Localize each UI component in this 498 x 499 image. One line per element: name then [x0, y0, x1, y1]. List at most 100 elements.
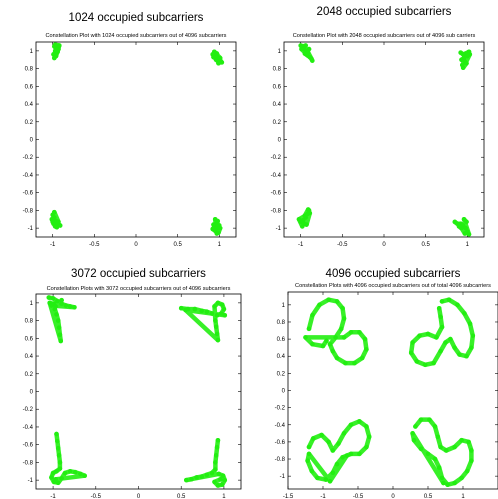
y-tick-label: -0.4	[23, 425, 34, 431]
data-point	[204, 309, 210, 315]
x-tick-label: -1	[50, 494, 56, 499]
data-point	[53, 304, 58, 309]
plot-title: Constellation Plot with 1024 occupied su…	[46, 33, 227, 39]
data-point	[344, 453, 350, 458]
data-point	[357, 329, 362, 335]
cluster-top-left	[303, 297, 369, 366]
data-point	[320, 343, 326, 349]
x-tick-label: 0	[391, 494, 395, 499]
data-point	[49, 475, 54, 480]
data-point	[310, 312, 315, 318]
data-point	[452, 480, 457, 486]
data-point	[464, 60, 469, 66]
data-point	[204, 472, 210, 478]
data-point	[78, 471, 83, 477]
data-point	[438, 314, 443, 320]
data-point	[341, 316, 347, 321]
data-point	[334, 355, 340, 361]
plot-frame	[283, 41, 485, 238]
data-point	[459, 437, 464, 443]
x-tick-label: -0.5	[89, 242, 100, 248]
data-point	[57, 43, 62, 48]
data-point	[300, 224, 305, 229]
y-tick-label: 0.8	[25, 67, 34, 73]
data-point	[213, 460, 218, 465]
data-point	[183, 307, 188, 313]
data-point	[212, 216, 218, 222]
data-point	[362, 336, 368, 342]
data-point	[53, 476, 58, 482]
data-point	[463, 225, 468, 231]
x-tick-label: 0	[382, 242, 386, 248]
plot-frame	[35, 293, 242, 490]
data-point	[330, 348, 336, 354]
x-tick-label: 1	[218, 242, 222, 248]
data-point	[194, 475, 199, 480]
data-point	[364, 347, 369, 352]
data-point	[59, 476, 64, 481]
data-point	[57, 466, 63, 471]
data-point	[359, 355, 365, 361]
x-tick-label: -0.5	[353, 494, 364, 499]
data-point	[326, 439, 331, 445]
data-point	[317, 302, 322, 308]
cluster-top-right	[458, 49, 473, 71]
data-point	[334, 461, 340, 467]
data-point	[327, 341, 333, 347]
data-point	[178, 305, 184, 311]
data-point	[215, 337, 221, 343]
y-tick-label: 0.8	[273, 67, 282, 73]
data-point	[211, 222, 216, 227]
data-point	[213, 453, 219, 458]
data-point	[457, 352, 462, 357]
cluster-top-right	[210, 49, 225, 66]
data-point	[306, 444, 312, 450]
data-point	[306, 451, 312, 457]
data-point	[338, 326, 344, 332]
data-point	[459, 475, 464, 481]
data-point	[214, 331, 220, 337]
x-tick-label: 0.5	[424, 494, 433, 499]
data-point	[199, 308, 205, 314]
data-point	[56, 325, 62, 330]
data-point	[467, 321, 473, 326]
data-point	[55, 318, 61, 323]
data-point	[452, 444, 457, 450]
data-point	[63, 303, 69, 308]
data-point	[441, 480, 446, 486]
data-point	[348, 329, 354, 335]
data-point	[189, 476, 194, 482]
data-point	[213, 467, 218, 472]
y-tick-label: 1	[282, 303, 286, 309]
data-point	[460, 65, 466, 71]
data-point	[303, 43, 308, 48]
data-point	[336, 441, 341, 446]
subplot-1: 1024 occupied subcarriers Constellation P…	[23, 12, 237, 248]
y-tick-label: 0.6	[273, 84, 282, 90]
data-point	[323, 477, 329, 482]
data-point	[305, 458, 310, 464]
y-tick-label: 0	[30, 390, 34, 396]
y-tick-label: 1	[30, 49, 34, 55]
subplot-heading: 4096 occupied subcarriers	[326, 268, 461, 280]
y-tick-label: -0.2	[23, 407, 34, 413]
cluster-bottom-right	[184, 437, 228, 488]
data-point	[72, 469, 78, 475]
y-tick-label: 0.4	[273, 102, 282, 108]
data-point	[57, 332, 63, 338]
data-point	[326, 297, 331, 303]
data-point	[340, 305, 345, 311]
data-point	[418, 417, 424, 422]
data-point	[319, 432, 324, 438]
data-point	[469, 458, 474, 464]
data-point	[461, 216, 467, 222]
y-tick-label: -0.2	[271, 155, 282, 161]
data-point	[214, 312, 220, 318]
x-tick-label: 0.5	[421, 242, 430, 248]
data-point	[218, 476, 223, 482]
data-point	[217, 225, 223, 231]
x-tick-label: 0.5	[177, 494, 186, 499]
data-point	[410, 340, 415, 345]
data-point	[296, 216, 302, 222]
data-point	[443, 340, 448, 345]
